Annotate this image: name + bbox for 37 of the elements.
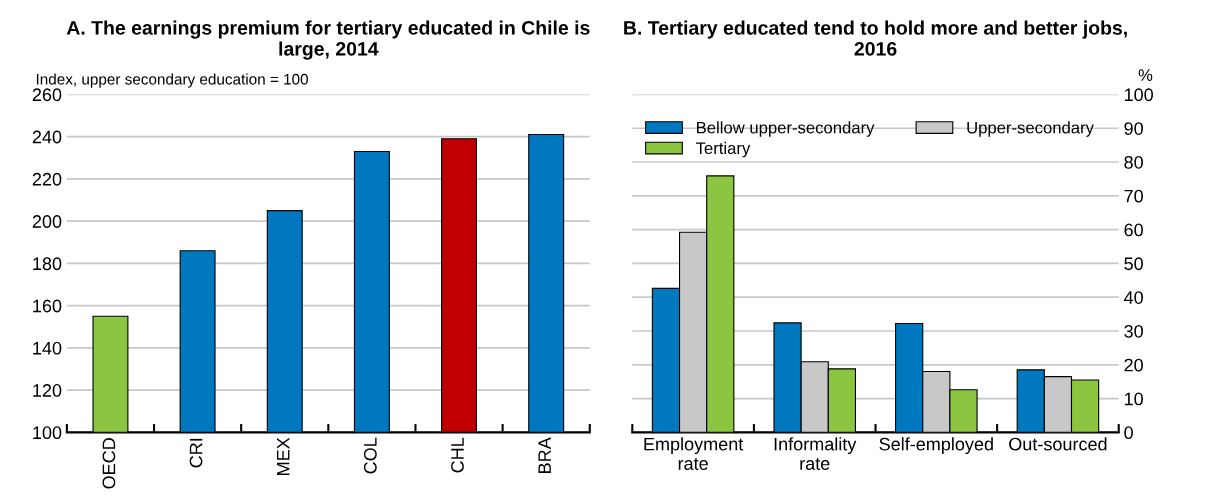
x-tick-label: Informality rate [774, 437, 857, 470]
legend-label: Tertiary [696, 141, 751, 158]
x-tick-label: OECD [102, 438, 116, 489]
y2-tick-label: 10 [1124, 392, 1143, 406]
y-tick-label: 200 [32, 215, 62, 228]
chart-title: B. Tertiary educated tend to hold more and better jobs, 2016 [624, 20, 1127, 56]
y-tick-label: 100 [33, 426, 62, 440]
chart-title: A. The earnings premium for tertiary educated in Chile is large, 2014 [66, 20, 590, 60]
y2-tick-label: 60 [1124, 223, 1143, 237]
y2-axis-title: % [1138, 69, 1153, 81]
x-tick-label: MEX [276, 437, 290, 475]
y2-tick-label: 50 [1124, 257, 1143, 271]
x-tick-label: Employment rate [644, 437, 744, 470]
y-tick-label: 240 [32, 130, 62, 144]
y2-tick-label: 90 [1124, 122, 1143, 135]
y2-tick-label: 40 [1124, 291, 1143, 304]
x-tick-label: BRA [538, 437, 551, 473]
y2-tick-label: 20 [1124, 358, 1143, 372]
y2-tick-label: 0 [1124, 426, 1133, 440]
legend-label: Upper-secondary [967, 121, 1094, 137]
x-tick-label: CRI [189, 438, 203, 468]
y-axis-title: Index, upper secondary education = 100 [36, 73, 308, 88]
legend-label: Bellow upper-secondary [697, 121, 875, 137]
y-tick-label: 180 [33, 257, 62, 271]
y2-tick-label: 100 [1124, 88, 1153, 102]
x-tick-label: COL [363, 437, 377, 474]
y-tick-label: 220 [32, 172, 62, 186]
y-tick-label: 160 [33, 299, 62, 313]
x-tick-label: Out-sourced [1009, 437, 1107, 451]
y-tick-label: 140 [33, 341, 62, 355]
x-tick-label: Self-employed [879, 437, 993, 455]
y2-tick-label: 80 [1124, 155, 1143, 169]
y-tick-label: 260 [32, 88, 62, 102]
y-tick-label: 120 [33, 384, 62, 397]
y2-tick-label: 30 [1124, 324, 1143, 338]
y2-tick-label: 70 [1124, 189, 1143, 203]
x-tick-label: CHL [451, 437, 464, 473]
